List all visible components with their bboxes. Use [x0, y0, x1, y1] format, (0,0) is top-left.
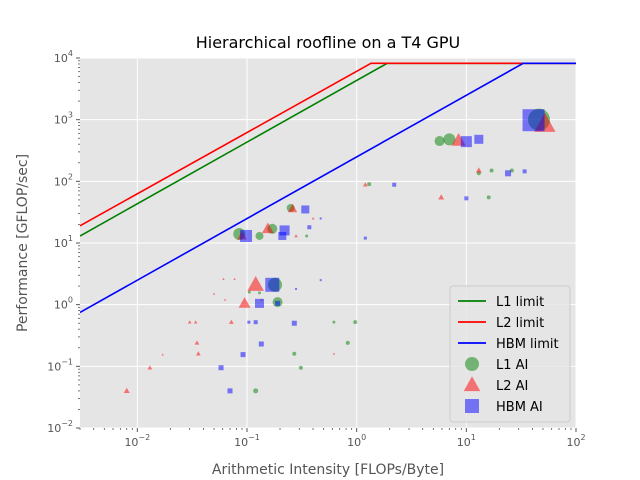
l2-ai-point — [294, 234, 298, 238]
data-points — [123, 108, 556, 394]
x-tick-label: 100 — [347, 433, 366, 449]
l2-ai-point — [332, 352, 336, 355]
hbm-ai-point — [255, 298, 265, 308]
y-tick-label: 100 — [54, 296, 73, 312]
hbm-ai-point — [522, 109, 545, 132]
hbm-ai-point — [363, 236, 367, 240]
l1-ai-point — [486, 195, 491, 200]
l1-ai-point — [434, 136, 445, 147]
l1-ai-point — [305, 234, 309, 238]
l2-ai-point — [238, 297, 251, 308]
l2-limit-line — [80, 62, 576, 227]
hbm-limit-line — [80, 62, 576, 314]
hbm-ai-point — [279, 225, 290, 236]
y-tick-label: 10−1 — [47, 357, 73, 373]
l2-ai-point — [161, 353, 164, 356]
l2-ai-point — [261, 222, 274, 234]
hbm-ai-point — [392, 182, 397, 187]
l2-ai-point — [123, 387, 130, 394]
hbm-ai-point — [505, 170, 512, 177]
hbm-ai-point — [291, 320, 297, 326]
hbm-ai-point — [275, 300, 281, 306]
x-tick-label: 10−1 — [234, 433, 260, 449]
y-tick-label: 103 — [54, 111, 73, 127]
l2-ai-point — [311, 216, 315, 220]
l1-ai-point — [292, 351, 297, 356]
hbm-ai-point — [227, 388, 233, 394]
hbm-ai-point — [301, 205, 310, 214]
legend-label-l1-limit: L1 limit — [496, 295, 544, 310]
l1-ai-point — [253, 388, 259, 394]
l2-ai-point — [247, 276, 265, 291]
chart-title: Hierarchical roofline on a T4 GPU — [196, 33, 461, 52]
l2-ai-point — [228, 319, 234, 324]
l2-ai-point — [287, 203, 298, 213]
hbm-ai-point — [278, 231, 287, 240]
l1-ai-point — [255, 231, 264, 240]
l2-ai-point — [233, 277, 236, 280]
y-tick-label: 101 — [54, 234, 73, 250]
l2-ai-point — [438, 194, 445, 200]
l1-ai-point — [258, 291, 262, 295]
roofline-lines — [80, 62, 576, 314]
l2-ai-point — [147, 365, 153, 370]
l2-ai-point — [193, 320, 198, 324]
y-tick-label: 102 — [54, 172, 73, 188]
l1-ai-point — [345, 340, 350, 345]
l2-ai-point — [475, 167, 482, 173]
l1-ai-point — [247, 290, 251, 294]
legend-swatch-hbm-ai — [465, 399, 479, 413]
legend: L1 limit L2 limit HBM limit L1 AI L2 AI HBM A… — [449, 285, 571, 423]
l1-ai-point — [489, 168, 494, 173]
x-tick-label: 101 — [457, 433, 476, 449]
l2-ai-point — [194, 340, 200, 345]
legend-box — [449, 285, 571, 423]
x-tick-label: 102 — [566, 433, 585, 449]
y-axis-ticks: 10−2 10−1 100 101 102 103 104 — [47, 49, 80, 435]
l1-ai-point — [332, 320, 336, 324]
l2-ai-point — [195, 351, 201, 356]
hbm-ai-point — [474, 134, 484, 144]
hbm-ai-point — [253, 320, 258, 325]
legend-swatch-l1-ai — [465, 357, 479, 371]
y-tick-label: 104 — [54, 49, 73, 65]
legend-label-l1-ai: L1 AI — [496, 358, 528, 373]
l2-ai-point — [212, 292, 216, 295]
l1-ai-point — [443, 133, 456, 146]
l2-ai-point — [223, 298, 227, 301]
hbm-ai-point — [240, 229, 253, 242]
hbm-ai-point — [319, 217, 322, 220]
l2-ai-point — [362, 182, 368, 187]
hbm-ai-point — [258, 341, 264, 347]
l1-ai-point — [298, 365, 303, 370]
legend-label-hbm-ai: HBM AI — [496, 400, 543, 415]
x-axis-label: Arithmetic Intensity [FLOPs/Byte] — [212, 462, 444, 478]
hbm-ai-point — [218, 365, 224, 371]
hbm-ai-point — [295, 287, 298, 290]
y-axis-label: Performance [GFLOP/sec] — [15, 154, 31, 332]
hbm-ai-point — [460, 136, 472, 148]
hbm-ai-point — [307, 225, 312, 230]
y-tick-label: 10−2 — [47, 419, 73, 435]
l1-ai-point — [353, 320, 358, 325]
hbm-ai-point — [522, 169, 527, 174]
legend-label-l2-ai: L2 AI — [496, 379, 528, 394]
hbm-ai-point — [319, 279, 322, 282]
hbm-ai-point — [240, 352, 246, 358]
hbm-ai-point — [247, 320, 251, 324]
x-axis-ticks: 10−2 10−1 100 101 102 — [79, 428, 586, 449]
hbm-ai-point — [464, 196, 469, 201]
hbm-ai-point — [265, 277, 280, 292]
legend-label-hbm-limit: HBM limit — [496, 337, 559, 352]
legend-swatch-l2-ai — [463, 376, 481, 392]
l2-ai-point — [222, 277, 225, 280]
l2-ai-point — [187, 320, 192, 324]
x-tick-label: 10−2 — [124, 433, 150, 449]
legend-label-l2-limit: L2 limit — [496, 316, 544, 331]
l1-ai-point — [367, 182, 372, 187]
